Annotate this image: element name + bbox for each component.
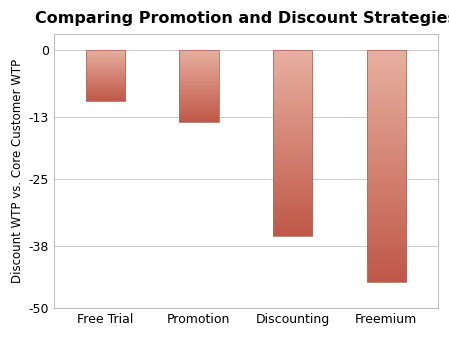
Bar — [179, 50, 219, 122]
Title: Comparing Promotion and Discount Strategies: Comparing Promotion and Discount Strateg… — [35, 11, 449, 26]
Y-axis label: Discount WTP vs. Core Customer WTP: Discount WTP vs. Core Customer WTP — [11, 59, 24, 283]
Bar — [273, 50, 313, 236]
Bar — [85, 50, 125, 101]
Bar — [367, 50, 406, 282]
